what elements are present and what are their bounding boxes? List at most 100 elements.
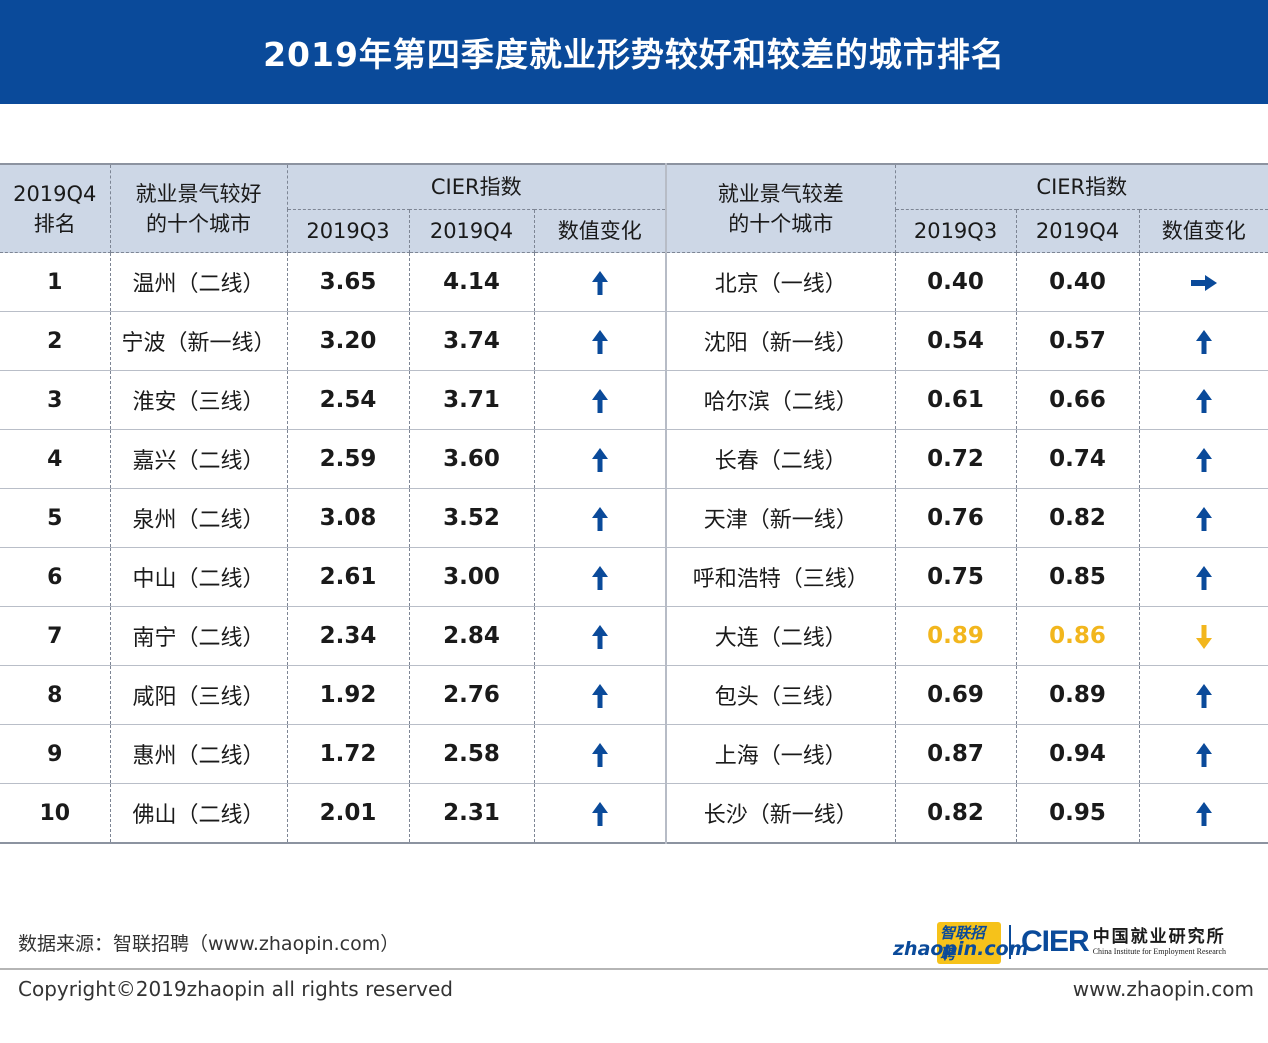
bad-city-cell: 天津（新一线） [666,488,896,548]
bad-q4-cell: 0.57 [1016,311,1140,371]
good-city-header-line1: 就业景气较好 [135,181,262,206]
bad-change-cell [1139,429,1268,489]
good-q3-cell: 2.34 [287,606,410,666]
bad-q3-cell: 0.89 [895,606,1017,666]
bad-city-cell: 长春（二线） [666,429,896,489]
rank-header-line1: 2019Q4 [13,181,97,206]
good-city-cell: 咸阳（三线） [110,665,288,725]
good-q3-cell: 1.92 [287,665,410,725]
good-city-header: 就业景气较好 的十个城市 [110,164,288,253]
bad-q3-cell: 0.40 [895,252,1017,312]
cier-logo-text: 中国就业研究所 China Institute for Employment R… [1093,927,1226,957]
bad-q4-cell: 0.86 [1016,606,1140,666]
rank-cell: 7 [0,606,111,666]
good-change-cell [534,724,668,784]
good-q3-cell: 1.72 [287,724,410,784]
good-q3-cell: 3.20 [287,311,410,371]
rank-cell: 6 [0,547,111,607]
rank-cell: 4 [0,429,111,489]
table-header: 2019Q4 排名 就业景气较好 的十个城市 CIER指数 就业景气较差 的十个… [0,164,1268,253]
bad-q3-cell: 0.75 [895,547,1017,607]
bad-q4-cell: 0.85 [1016,547,1140,607]
arrow-up-icon [591,506,608,531]
bad-q4-cell: 0.40 [1016,252,1140,312]
copyright-text: Copyright©2019zhaopin all rights reserve… [18,977,453,1001]
rank-cell: 1 [0,252,111,312]
table-row: 2 宁波（新一线） 3.20 3.74 沈阳（新一线） 0.54 0.57 [0,311,1268,371]
good-q4-cell: 2.31 [409,783,535,843]
title-bar: 2019年第四季度就业形势较好和较差的城市排名 [0,0,1268,104]
good-q4-cell: 2.76 [409,665,535,725]
arrow-up-icon [591,388,608,413]
arrow-up-icon [591,270,608,295]
good-change-header: 数值变化 [534,209,668,253]
good-change-cell [534,311,668,371]
bad-change-cell [1139,724,1268,784]
bad-change-cell [1139,311,1268,371]
table-row: 10 佛山（二线） 2.01 2.31 长沙（新一线） 0.82 0.95 [0,783,1268,844]
site-url: www.zhaopin.com [1072,977,1254,1001]
good-q3-header: 2019Q3 [287,209,410,253]
ranking-table-wrap: 2019Q4 排名 就业景气较好 的十个城市 CIER指数 就业景气较差 的十个… [0,163,1268,844]
good-city-cell: 惠州（二线） [110,724,288,784]
arrow-up-icon [1195,801,1212,826]
bad-city-header: 就业景气较差 的十个城市 [666,164,896,253]
good-change-cell [534,370,668,430]
rank-cell: 2 [0,311,111,371]
rank-header: 2019Q4 排名 [0,164,111,253]
cier-logo: CIER [1021,925,1090,958]
good-q4-header: 2019Q4 [409,209,535,253]
bad-change-cell [1139,665,1268,725]
logo-divider [1009,925,1011,959]
bad-city-cell: 北京（一线） [666,252,896,312]
arrow-up-icon [591,447,608,472]
table-row: 8 咸阳（三线） 1.92 2.76 包头（三线） 0.69 0.89 [0,665,1268,725]
bad-city-header-line2: 的十个城市 [728,211,834,236]
good-city-cell: 中山（二线） [110,547,288,607]
arrow-down-icon [1195,624,1212,649]
good-q4-cell: 4.14 [409,252,535,312]
table-row: 1 温州（二线） 3.65 4.14 北京（一线） 0.40 0.40 [0,252,1268,312]
bad-q3-cell: 0.61 [895,370,1017,430]
arrow-up-icon [591,742,608,767]
good-q3-cell: 2.01 [287,783,410,843]
bad-q3-cell: 0.72 [895,429,1017,489]
good-q4-cell: 2.58 [409,724,535,784]
arrow-up-icon [1195,388,1212,413]
bad-q3-cell: 0.69 [895,665,1017,725]
good-change-cell [534,429,668,489]
arrow-up-icon [1195,506,1212,531]
good-change-cell [534,783,668,843]
bad-city-cell: 上海（一线） [666,724,896,784]
bad-q4-cell: 0.82 [1016,488,1140,548]
arrow-up-icon [591,329,608,354]
good-change-cell [534,488,668,548]
bad-q3-cell: 0.82 [895,783,1017,843]
arrow-up-icon [1195,565,1212,590]
arrow-right-icon [1190,274,1217,291]
good-q3-cell: 2.59 [287,429,410,489]
table-row: 3 淮安（三线） 2.54 3.71 哈尔滨（二线） 0.61 0.66 [0,370,1268,430]
bad-city-cell: 长沙（新一线） [666,783,896,843]
table-row: 4 嘉兴（二线） 2.59 3.60 长春（二线） 0.72 0.74 [0,429,1268,489]
arrow-up-icon [591,624,608,649]
good-q4-cell: 2.84 [409,606,535,666]
zhaopin-logo-cn: 智联招聘 [937,922,1001,964]
footer-divider [0,968,1268,970]
bad-change-cell [1139,488,1268,548]
bad-city-cell: 大连（二线） [666,606,896,666]
bad-change-cell [1139,784,1268,844]
good-q3-cell: 2.61 [287,547,410,607]
ranking-table: 2019Q4 排名 就业景气较好 的十个城市 CIER指数 就业景气较差 的十个… [0,163,1268,844]
good-city-cell: 泉州（二线） [110,488,288,548]
good-q4-cell: 3.71 [409,370,535,430]
arrow-up-icon [1195,447,1212,472]
rank-cell: 3 [0,370,111,430]
data-source: 数据来源：智联招聘（www.zhaopin.com） [18,933,400,955]
table-row: 7 南宁（二线） 2.34 2.84 大连（二线） 0.89 0.86 [0,606,1268,666]
good-city-cell: 佛山（二线） [110,783,288,843]
bad-change-cell [1139,370,1268,430]
arrow-up-icon [1195,742,1212,767]
bad-change-header: 数值变化 [1139,209,1268,253]
good-city-header-line2: 的十个城市 [146,211,251,236]
